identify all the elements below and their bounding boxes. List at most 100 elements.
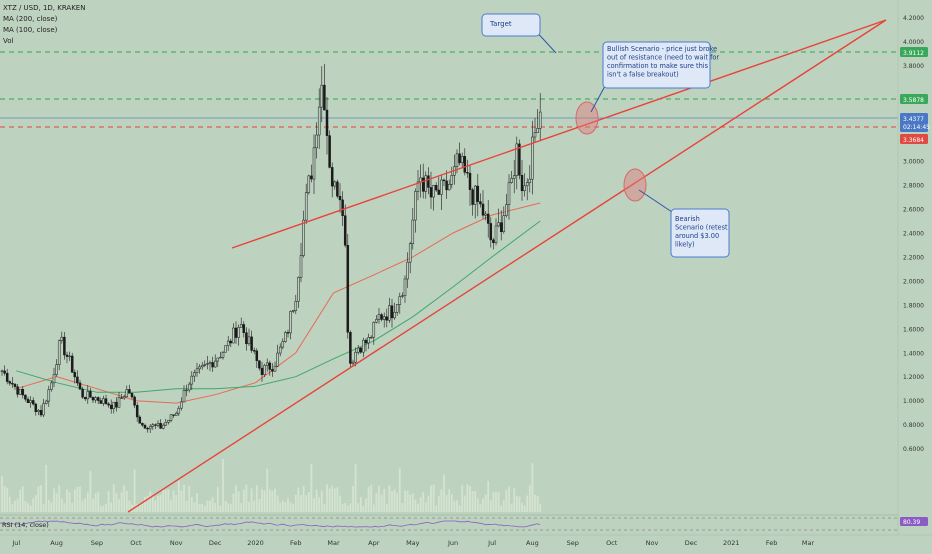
volume-bar bbox=[424, 502, 427, 512]
volume-bar bbox=[450, 494, 453, 512]
bar-countdown-text: 02:14:45 bbox=[903, 124, 930, 131]
candle-body bbox=[11, 382, 14, 385]
volume-bar bbox=[125, 491, 128, 512]
retest-marker[interactable] bbox=[623, 168, 647, 202]
volume-bar bbox=[274, 488, 276, 512]
volume-bar bbox=[318, 497, 321, 512]
volume-bar bbox=[102, 505, 105, 512]
volume-bar bbox=[495, 491, 497, 512]
volume-bar bbox=[326, 484, 328, 512]
candle-body bbox=[330, 167, 334, 187]
bearish-note-line-2: Scenario (retest bbox=[675, 224, 728, 232]
candle-body bbox=[341, 199, 344, 216]
price-axis[interactable]: 4.20004.00003.80003.20003.00002.80002.60… bbox=[903, 15, 924, 453]
candle-body bbox=[401, 295, 404, 297]
candle-body bbox=[307, 175, 311, 193]
volume-bar bbox=[86, 492, 89, 512]
candle-body bbox=[377, 314, 381, 320]
indicator-volume-label: Vol bbox=[3, 37, 14, 45]
support-price-badge bbox=[900, 134, 928, 144]
candle-body bbox=[156, 423, 160, 426]
volume-bar bbox=[284, 502, 287, 512]
candle-body bbox=[424, 175, 428, 192]
volume-bar bbox=[523, 505, 526, 512]
resistance-price-badge bbox=[900, 94, 928, 104]
candle-body bbox=[499, 222, 503, 232]
candle-body bbox=[237, 327, 240, 338]
volume-bar bbox=[146, 495, 149, 512]
candle-body bbox=[161, 424, 165, 429]
candle-body bbox=[268, 362, 272, 370]
volume-bar bbox=[320, 490, 323, 512]
y-tick-label: 2.6000 bbox=[903, 207, 924, 214]
candle-body bbox=[133, 396, 136, 406]
candle-body bbox=[476, 185, 480, 202]
candle-body bbox=[395, 304, 399, 313]
volume-bar bbox=[443, 474, 445, 512]
volume-bar bbox=[248, 502, 250, 512]
volume-bar bbox=[175, 495, 178, 512]
candle-body bbox=[3, 370, 6, 374]
candle-body bbox=[463, 156, 467, 173]
candle-body bbox=[315, 134, 318, 149]
y-tick-label: 4.2000 bbox=[903, 15, 924, 22]
volume-bar bbox=[352, 486, 354, 512]
volume-bar bbox=[227, 503, 230, 512]
volume-bar bbox=[281, 500, 284, 512]
bullish-note-line-2: out of resistance (need to wait for bbox=[607, 54, 719, 62]
volume-bar bbox=[21, 486, 24, 512]
volume-bar bbox=[471, 491, 474, 512]
volume-bar bbox=[50, 502, 53, 512]
volume-bar bbox=[266, 468, 269, 512]
y-tick-label: 2.0000 bbox=[903, 278, 924, 285]
time-axis[interactable]: Jul Aug Sep Oct Nov Dec 2020 Feb Mar Apr May Jun Jul… bbox=[11, 539, 814, 547]
volume-bar bbox=[19, 489, 22, 512]
volume-bar bbox=[263, 490, 266, 512]
volume-bar bbox=[45, 465, 48, 512]
y-tick-label: 4.0000 bbox=[903, 39, 924, 46]
support-trendline[interactable] bbox=[127, 19, 887, 513]
breakout-marker[interactable] bbox=[575, 101, 599, 135]
volume-bar bbox=[357, 503, 360, 512]
candle-body bbox=[390, 305, 394, 319]
candle-body bbox=[442, 179, 446, 182]
candle-body bbox=[507, 182, 511, 205]
candle-body bbox=[260, 367, 264, 375]
candle-body bbox=[193, 372, 196, 377]
volume-bar bbox=[406, 490, 409, 512]
bullish-scenario-note[interactable] bbox=[602, 41, 711, 89]
volume-bar bbox=[365, 498, 367, 512]
volume-bar bbox=[1, 475, 3, 512]
resistance-trendline[interactable] bbox=[231, 19, 887, 249]
candle-body bbox=[403, 278, 407, 296]
candle-body bbox=[505, 204, 508, 216]
volume-bar bbox=[484, 494, 487, 512]
y-tick-label: 1.4000 bbox=[903, 350, 924, 357]
candle-layer bbox=[0, 63, 542, 433]
target-price-text: 3.9112 bbox=[903, 50, 924, 57]
candle-body bbox=[380, 314, 383, 320]
support-price-text: 3.3684 bbox=[903, 137, 924, 144]
candle-body bbox=[346, 245, 350, 333]
candle-body bbox=[63, 336, 66, 356]
candle-body bbox=[164, 422, 168, 426]
volume-bar bbox=[131, 504, 133, 512]
target-note[interactable] bbox=[481, 13, 541, 37]
candle-body bbox=[434, 185, 438, 191]
volume-bar bbox=[466, 484, 469, 512]
candle-body bbox=[81, 388, 84, 398]
candle-body bbox=[510, 178, 513, 183]
candle-body bbox=[414, 191, 417, 221]
candle-body bbox=[195, 368, 199, 373]
bearish-scenario-note[interactable] bbox=[670, 208, 730, 258]
volume-bar bbox=[372, 504, 375, 512]
volume-bar bbox=[474, 491, 477, 512]
volume-bar bbox=[396, 493, 399, 512]
volume-bar bbox=[331, 485, 334, 512]
target-note-text: Target bbox=[489, 20, 512, 28]
volume-bar bbox=[112, 484, 115, 512]
candle-body bbox=[528, 178, 532, 183]
volume-bar bbox=[508, 486, 510, 512]
volume-bar bbox=[255, 485, 258, 512]
